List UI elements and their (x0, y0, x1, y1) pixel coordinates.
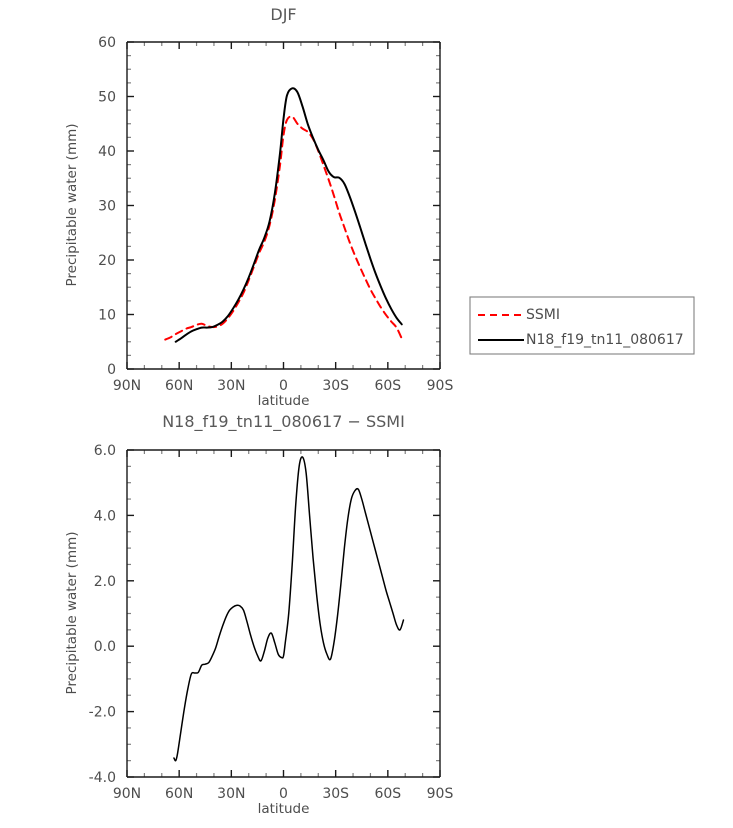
top-x-tick-label: 30S (322, 378, 349, 394)
bottom-y-tick-label: 6.0 (94, 443, 116, 459)
top-y-tick-label: 30 (98, 199, 116, 215)
bottom-y-tick-label: 2.0 (94, 574, 116, 590)
bottom-x-tick-label: 90S (427, 786, 454, 802)
legend-label-0: SSMI (526, 307, 560, 323)
top-y-tick-label: 0 (107, 362, 116, 378)
bottom-x-tick-label: 30N (217, 786, 245, 802)
legend-frame (469, 296, 695, 355)
bottom-y-axis-title: Precipitable water (mm) (64, 531, 80, 694)
bottom-y-tick-label: -4.0 (89, 770, 116, 786)
bottom-x-tick-labels: 90N 60N 30N 0 30S 60S 90S (113, 786, 454, 802)
bottom-x-tick-label: 0 (279, 786, 288, 802)
top-y-tick-label: 40 (98, 144, 116, 160)
bottom-series-group (173, 456, 405, 762)
legend: SSMI N18_f19_tn11_080617 (469, 296, 695, 355)
top-x-axis-title: latitude (258, 393, 310, 409)
top-panel: DJF 90N 60N 30N 0 30S 60S 90S 0 10 20 30 40 50 60 la… (64, 5, 453, 409)
top-x-tick-label: 60S (374, 378, 401, 394)
bottom-x-axis-title: latitude (258, 801, 310, 817)
bottom-y-tick-labels: -4.0 -2.0 0.0 2.0 4.0 6.0 (89, 443, 116, 786)
top-y-tick-label: 10 (98, 308, 116, 324)
bottom-x-tick-label: 90N (113, 786, 141, 802)
series-line-n18-f19-tn11-080617-ssmi (173, 456, 405, 762)
bottom-x-tick-label: 60N (165, 786, 193, 802)
legend-label-1: N18_f19_tn11_080617 (526, 332, 684, 348)
bottom-x-tick-label: 60S (374, 786, 401, 802)
top-x-tick-label: 30N (217, 378, 245, 394)
top-plot-title: DJF (270, 5, 296, 24)
bottom-panel: N18_f19_tn11_080617 − SSMI 90N 60N 30N 0 30S… (64, 412, 453, 817)
bottom-y-tick-label: 0.0 (94, 639, 116, 655)
bottom-plot-title: N18_f19_tn11_080617 − SSMI (162, 412, 405, 432)
series-line-n18-f19-tn11-080617 (174, 87, 403, 343)
top-axes-ticks (126, 41, 441, 370)
top-series-group (164, 87, 403, 343)
bottom-x-tick-label: 30S (322, 786, 349, 802)
top-y-axis-title: Precipitable water (mm) (64, 123, 80, 286)
top-x-tick-label: 0 (279, 378, 288, 394)
top-y-tick-label: 20 (98, 253, 116, 269)
top-y-tick-label: 50 (98, 90, 116, 106)
top-x-tick-label: 90S (427, 378, 454, 394)
bottom-y-tick-label: 4.0 (94, 508, 116, 524)
legend-entries: SSMI N18_f19_tn11_080617 (478, 307, 684, 348)
top-x-tick-label: 60N (165, 378, 193, 394)
top-x-tick-labels: 90N 60N 30N 0 30S 60S 90S (113, 378, 454, 394)
bottom-y-tick-label: -2.0 (89, 705, 116, 721)
top-x-tick-label: 90N (113, 378, 141, 394)
series-line-ssmi (164, 115, 403, 341)
top-y-tick-label: 60 (98, 35, 116, 51)
top-y-tick-labels: 0 10 20 30 40 50 60 (98, 35, 116, 378)
